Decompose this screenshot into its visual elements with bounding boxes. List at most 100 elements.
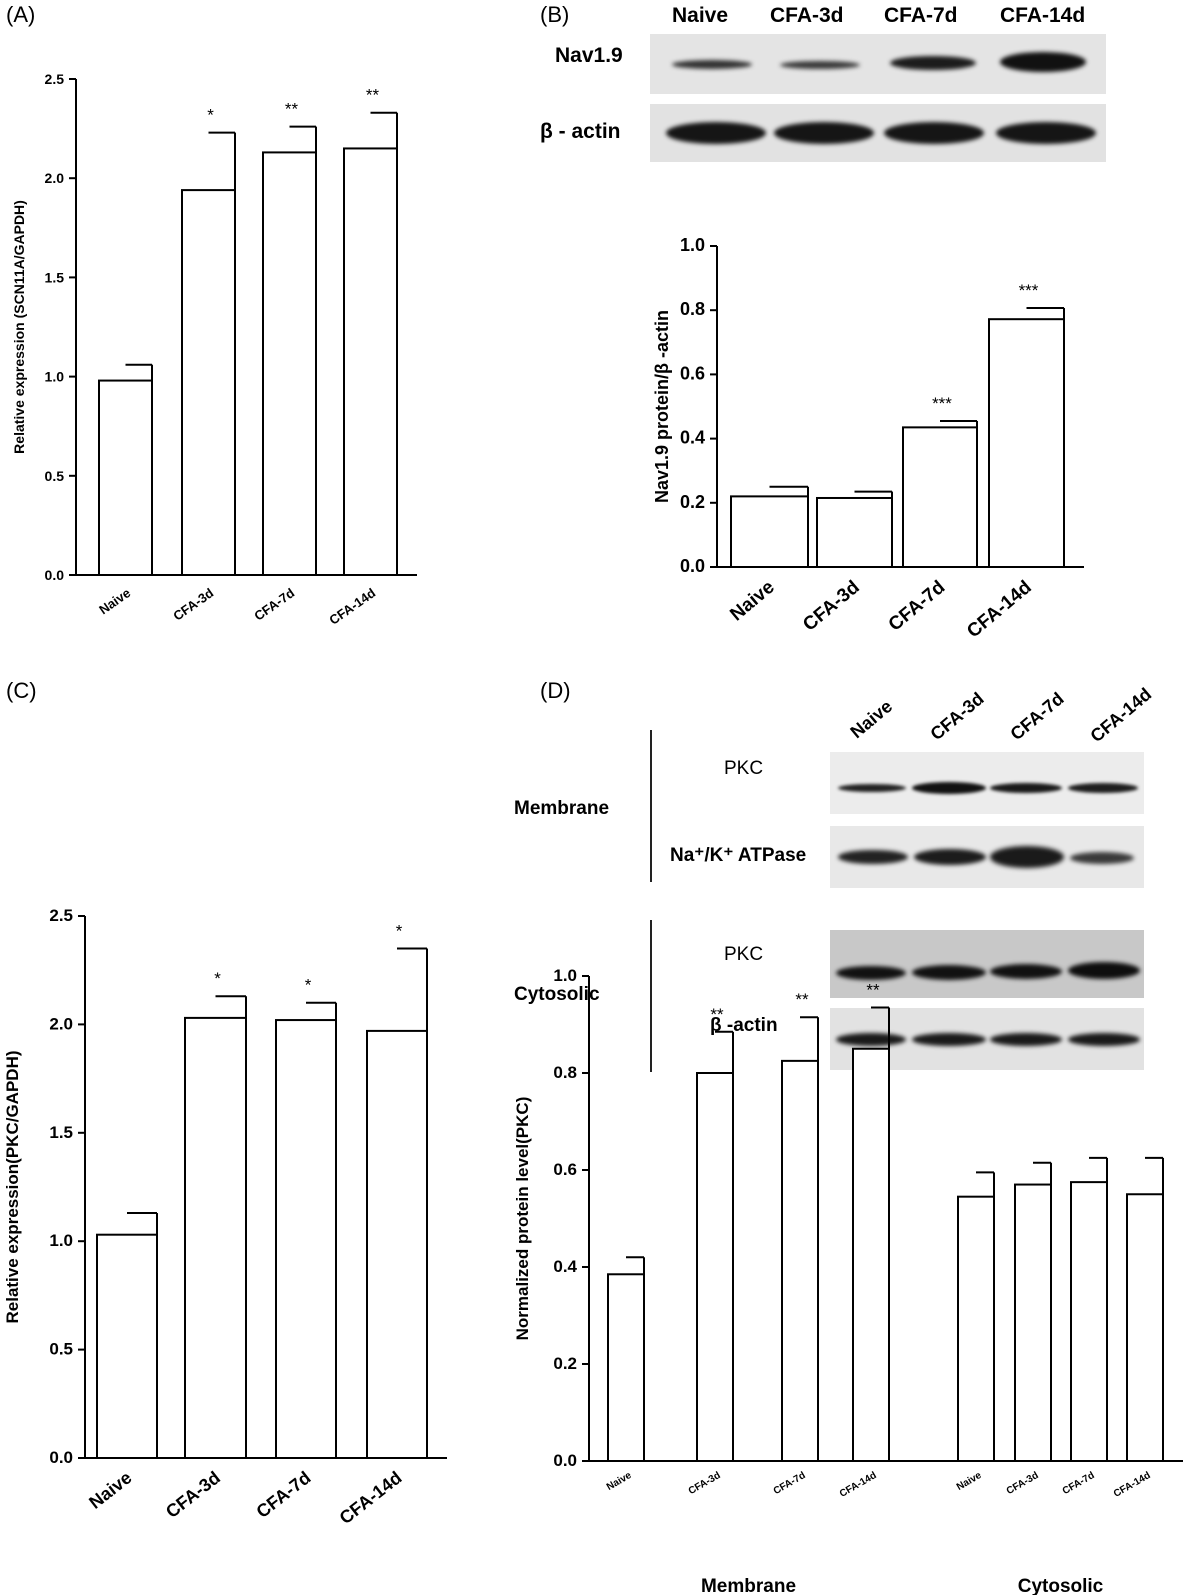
blot-band xyxy=(996,122,1096,144)
y-tick-label: 0.8 xyxy=(553,1063,577,1082)
blot-band xyxy=(838,784,906,792)
bar xyxy=(607,1273,645,1463)
blot-band xyxy=(884,122,984,144)
y-tick-label: 0.0 xyxy=(49,1448,73,1467)
y-tick-label: 2.5 xyxy=(45,71,65,87)
blot-d-group-membrane: Membrane xyxy=(514,798,610,819)
y-tick-label: 0.4 xyxy=(553,1257,577,1276)
blot-band xyxy=(1068,783,1138,793)
blot-d-membrane-divider xyxy=(650,730,652,882)
x-tick-label: Naive xyxy=(726,577,778,626)
blot-b-nav19-strip xyxy=(650,34,1106,94)
x-tick-label: CFA-3d xyxy=(170,585,216,623)
significance-label: *** xyxy=(1019,281,1039,300)
x-tick-label: CFA-14d xyxy=(838,1470,879,1500)
y-tick-label: 2.0 xyxy=(45,170,65,186)
y-tick-label: 0.5 xyxy=(45,468,65,484)
bar xyxy=(816,496,893,568)
x-tick-label: CFA-3d xyxy=(687,1470,723,1497)
x-tick-label: CFA-14d xyxy=(336,1467,406,1528)
panel-label-a: (A) xyxy=(6,2,36,27)
bar xyxy=(96,1233,158,1460)
x-tick-label: Naive xyxy=(85,1467,135,1512)
y-axis-label: Relative expression (SCN11A/GAPDH) xyxy=(11,200,27,454)
y-tick-label: 2.5 xyxy=(49,906,73,925)
bar xyxy=(181,189,236,576)
y-tick-label: 0.0 xyxy=(45,567,65,583)
group-label: Cytosolic xyxy=(1018,1576,1104,1595)
blot-b-lane-cfa7d: CFA-7d xyxy=(884,4,958,27)
bar xyxy=(781,1059,819,1462)
panel-label-d: (D) xyxy=(540,678,571,703)
significance-label: ** xyxy=(366,86,380,105)
y-tick-label: 0.4 xyxy=(680,428,705,448)
blot-d-pkc-cytosolic-strip xyxy=(830,930,1144,998)
y-tick-label: 0.8 xyxy=(680,299,705,319)
blot-d-cytosolic-divider xyxy=(650,920,652,1072)
y-tick-label: 0.6 xyxy=(553,1160,577,1179)
significance-label: *** xyxy=(932,394,952,413)
y-tick-label: 1.0 xyxy=(49,1231,73,1250)
x-tick-label: CFA-7d xyxy=(772,1470,808,1497)
y-tick-label: 1.5 xyxy=(45,269,65,285)
blot-b-bactin-strip xyxy=(650,104,1106,162)
blot-band xyxy=(990,964,1062,979)
y-axis-label: Relative expression(PKC/GAPDH) xyxy=(3,1050,22,1323)
blot-band xyxy=(914,849,986,865)
x-tick-label: CFA-7d xyxy=(1061,1470,1097,1497)
x-tick-label: CFA-14d xyxy=(326,585,378,628)
bar xyxy=(343,147,398,576)
x-tick-label: CFA-3d xyxy=(799,577,863,636)
blot-band xyxy=(672,60,752,69)
blot-band xyxy=(1000,52,1086,72)
blot-d-row-atpase: Na⁺/K⁺ ATPase xyxy=(670,845,807,866)
blot-b-lane-cfa3d: CFA-3d xyxy=(770,4,844,27)
bar xyxy=(730,495,809,569)
bar xyxy=(957,1195,995,1463)
blot-b-row-bactin: β - actin xyxy=(540,120,621,143)
y-tick-label: 0.5 xyxy=(49,1340,73,1359)
bar xyxy=(988,318,1065,568)
blot-d-atpase-strip xyxy=(830,826,1144,888)
blot-band xyxy=(912,782,986,794)
y-axis-label: Normalized protein level(PKC) xyxy=(513,1097,532,1341)
bar xyxy=(366,1029,428,1460)
significance-label: ** xyxy=(866,981,880,1000)
x-tick-label: Naive xyxy=(96,585,133,617)
y-tick-label: 0.0 xyxy=(680,556,705,576)
blot-band xyxy=(890,56,976,70)
bar xyxy=(902,426,978,568)
chart-d: 0.0 0.2 0.4 0.6 0.8 1.0 Normalized protein lev… xyxy=(513,966,1183,1595)
blot-band xyxy=(912,965,986,980)
significance-label: ** xyxy=(285,100,299,119)
blot-b-row-nav19: Nav1.9 xyxy=(555,44,623,67)
y-tick-label: 0.2 xyxy=(680,492,705,512)
blot-band xyxy=(774,122,874,144)
y-tick-label: 1.0 xyxy=(553,966,577,985)
bar xyxy=(184,1016,247,1459)
significance-label: * xyxy=(305,976,312,995)
blot-d-row-pkc-membrane: PKC xyxy=(724,758,764,779)
y-tick-label: 0.6 xyxy=(680,363,705,383)
blot-band xyxy=(838,850,908,864)
x-tick-label: CFA-7d xyxy=(253,1467,315,1522)
y-tick-label: 1.0 xyxy=(680,235,705,255)
blot-band xyxy=(1068,1033,1140,1046)
bar xyxy=(1014,1183,1052,1463)
significance-label: * xyxy=(396,922,403,941)
blot-d-pkc-membrane-strip xyxy=(830,752,1144,814)
x-tick-label: CFA-3d xyxy=(162,1467,224,1522)
blot-b-lane-cfa14d: CFA-14d xyxy=(1000,4,1086,27)
bar xyxy=(262,151,317,577)
y-tick-label: 0.0 xyxy=(553,1451,577,1470)
blot-band xyxy=(666,122,766,144)
blot-d-row-pkc-cytosolic: PKC xyxy=(724,944,764,965)
y-tick-label: 1.5 xyxy=(49,1123,73,1142)
significance-label: * xyxy=(214,969,221,988)
blot-band xyxy=(990,1033,1062,1046)
blot-d-row-bactin: β -actin xyxy=(710,1015,778,1036)
blot-d-group-cytosolic: Cytosolic xyxy=(514,984,600,1005)
significance-label: * xyxy=(207,106,214,125)
x-tick-label: CFA-14d xyxy=(1112,1470,1153,1500)
